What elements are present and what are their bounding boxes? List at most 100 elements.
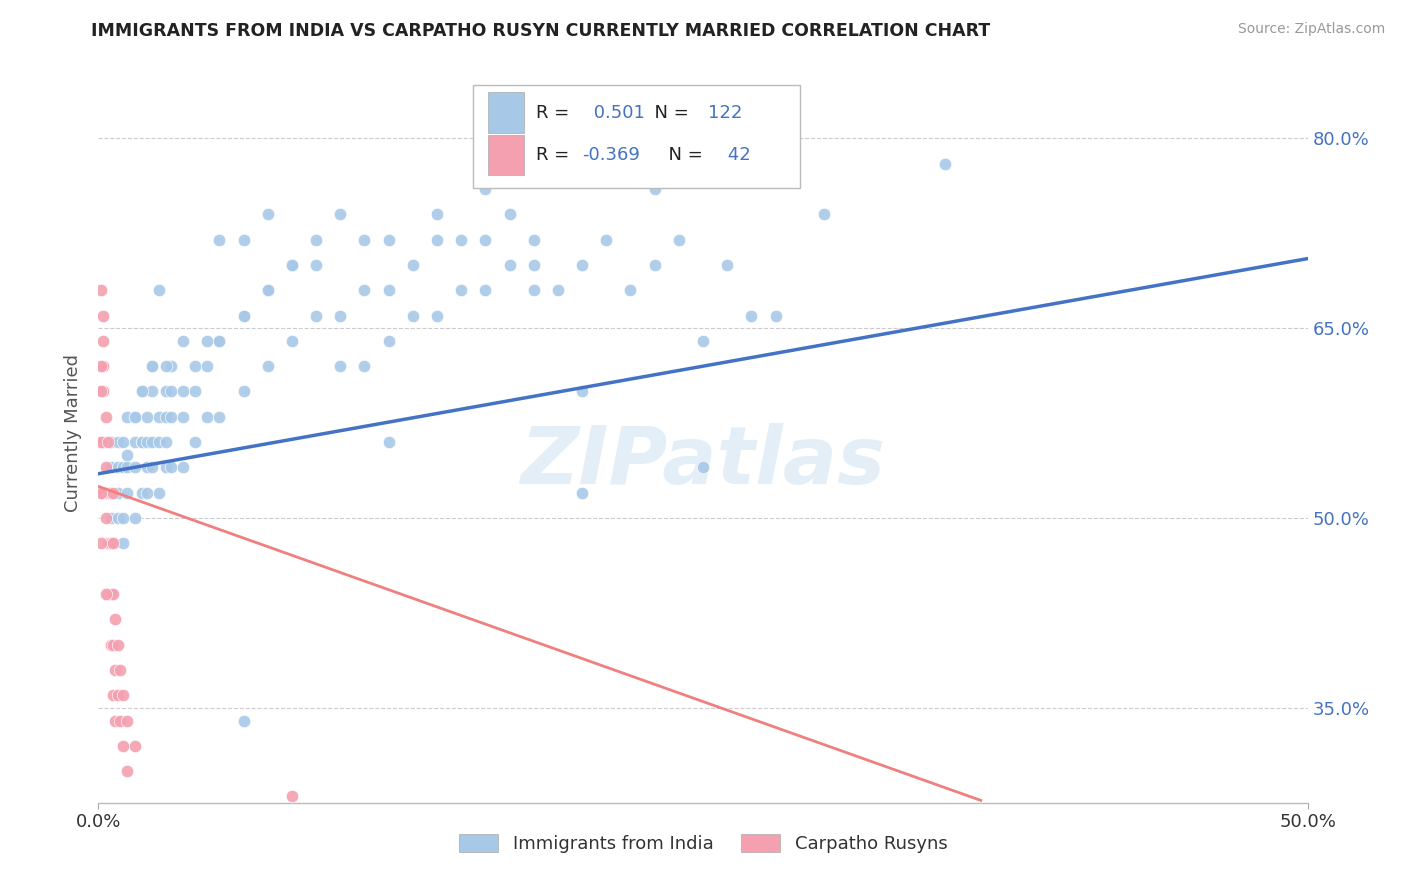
Point <box>644 182 666 196</box>
Point <box>135 409 157 424</box>
Point <box>94 460 117 475</box>
Point <box>692 334 714 348</box>
Point <box>107 435 129 450</box>
Point <box>305 258 328 272</box>
Point <box>160 460 183 475</box>
Text: -0.369: -0.369 <box>582 146 640 164</box>
Point <box>104 612 127 626</box>
Point <box>131 485 153 500</box>
Point <box>111 511 134 525</box>
Point <box>141 384 163 399</box>
Point <box>124 511 146 525</box>
Point <box>474 182 496 196</box>
Point <box>135 460 157 475</box>
Text: R =: R = <box>536 146 575 164</box>
Point <box>107 511 129 525</box>
Point <box>571 384 593 399</box>
Text: R =: R = <box>536 103 575 122</box>
Point <box>108 663 131 677</box>
Point <box>402 258 425 272</box>
Point <box>155 359 177 374</box>
Point <box>184 384 207 399</box>
Point <box>305 233 328 247</box>
Point <box>104 714 127 728</box>
Point <box>402 309 425 323</box>
Point <box>329 359 352 374</box>
Legend: Immigrants from India, Carpatho Rusyns: Immigrants from India, Carpatho Rusyns <box>451 827 955 861</box>
Point <box>523 233 546 247</box>
Point <box>232 309 254 323</box>
Point <box>111 688 134 702</box>
FancyBboxPatch shape <box>488 93 524 133</box>
Point <box>90 536 112 550</box>
Point <box>195 359 218 374</box>
Point <box>90 384 112 399</box>
Point <box>353 359 375 374</box>
Point <box>117 448 139 462</box>
Point <box>141 460 163 475</box>
Point <box>474 283 496 297</box>
Point <box>101 638 124 652</box>
Point <box>232 309 254 323</box>
Point <box>124 409 146 424</box>
Point <box>108 714 131 728</box>
Point <box>135 435 157 450</box>
Point <box>426 207 449 221</box>
Point <box>155 460 177 475</box>
Point <box>740 309 762 323</box>
Point <box>97 435 120 450</box>
Point <box>117 485 139 500</box>
Point <box>571 485 593 500</box>
Text: 42: 42 <box>723 146 751 164</box>
Point <box>107 688 129 702</box>
Point <box>104 663 127 677</box>
Point <box>716 258 738 272</box>
Point <box>765 309 787 323</box>
Point <box>813 207 835 221</box>
Point <box>91 435 114 450</box>
Point <box>117 764 139 779</box>
FancyBboxPatch shape <box>488 135 524 176</box>
Point <box>100 460 122 475</box>
Point <box>208 334 231 348</box>
Point <box>100 638 122 652</box>
Point <box>172 384 194 399</box>
Point <box>474 233 496 247</box>
Point <box>281 258 304 272</box>
Point <box>172 334 194 348</box>
Point <box>172 409 194 424</box>
Point <box>232 233 254 247</box>
Point <box>111 536 134 550</box>
Point <box>107 485 129 500</box>
Point <box>208 409 231 424</box>
Point <box>160 409 183 424</box>
Point <box>94 587 117 601</box>
Point <box>141 359 163 374</box>
Point <box>498 258 520 272</box>
Point <box>377 435 399 450</box>
Text: N =: N = <box>657 146 709 164</box>
Text: ZIPatlas: ZIPatlas <box>520 423 886 501</box>
Point <box>353 283 375 297</box>
Point <box>644 258 666 272</box>
Point <box>523 283 546 297</box>
Point <box>148 435 170 450</box>
Text: 122: 122 <box>707 103 742 122</box>
Point <box>160 359 183 374</box>
Point <box>692 460 714 475</box>
Point <box>668 233 690 247</box>
Point <box>256 207 278 221</box>
Point <box>131 435 153 450</box>
Point <box>377 283 399 297</box>
Point <box>934 157 956 171</box>
Point <box>450 233 472 247</box>
Point <box>117 409 139 424</box>
Point <box>91 384 114 399</box>
Point <box>135 485 157 500</box>
Point <box>90 485 112 500</box>
Point <box>131 384 153 399</box>
Point <box>100 511 122 525</box>
Y-axis label: Currently Married: Currently Married <box>65 353 83 512</box>
Point <box>155 384 177 399</box>
Point <box>124 435 146 450</box>
